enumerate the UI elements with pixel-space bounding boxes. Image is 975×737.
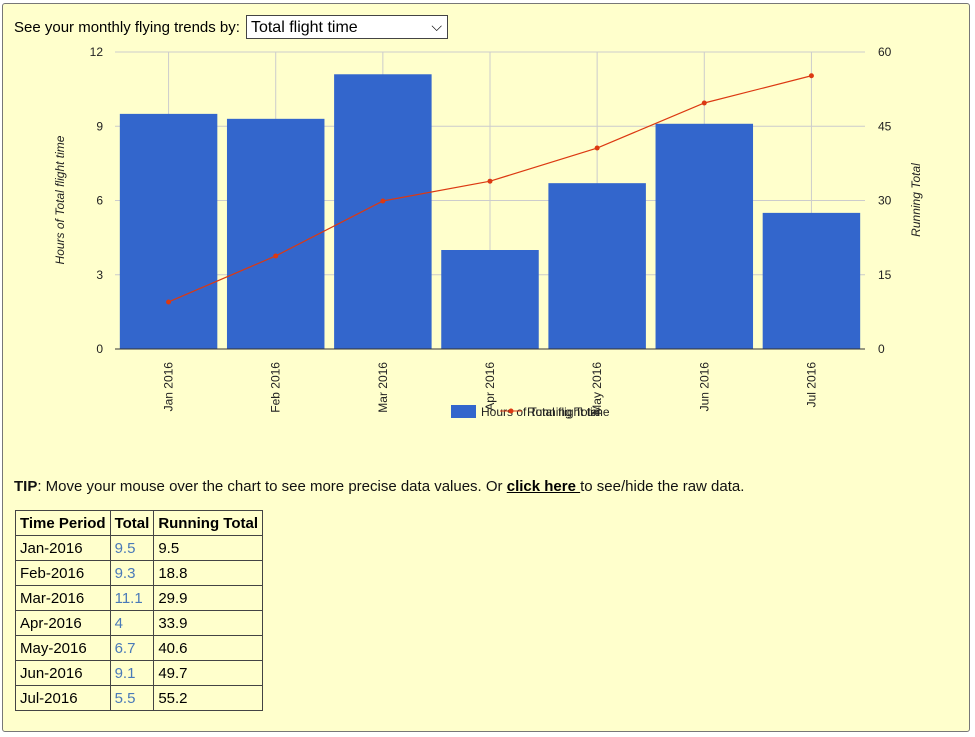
y-tick-label-right: 45 (878, 119, 892, 133)
x-tick-label: Mar 2016 (376, 362, 390, 413)
cell-total: 4 (109, 610, 155, 636)
cell-running-total: 29.9 (153, 585, 264, 611)
raw-data-table: Time Period Total Running Total Jan-2016… (15, 510, 264, 711)
table-header-row: Time Period Total Running Total (15, 510, 264, 536)
tip-prefix: TIP (14, 478, 38, 495)
cell-total: 9.3 (109, 560, 155, 586)
header-time-period: Time Period (15, 510, 111, 536)
x-tick-label: Jul 2016 (804, 362, 818, 408)
running-total-point[interactable] (166, 299, 172, 305)
running-total-point[interactable] (701, 100, 707, 106)
table-row: May-2016 6.7 40.6 (15, 635, 264, 661)
y-tick-label-right: 15 (878, 268, 892, 282)
header-total: Total (109, 510, 155, 536)
y-tick-label-right: 30 (878, 194, 892, 208)
x-tick-label: May 2016 (590, 362, 604, 415)
y-tick-label-left: 9 (96, 119, 103, 133)
running-total-line-group[interactable] (166, 73, 814, 305)
legend-swatch-bars (451, 405, 476, 418)
table-row: Jul-2016 5.5 55.2 (15, 685, 264, 711)
y-tick-label-right: 60 (878, 45, 892, 59)
y-tick-label-left: 0 (96, 342, 103, 356)
x-tick-label: Feb 2016 (269, 362, 283, 413)
metric-select[interactable]: Total flight time (245, 15, 448, 39)
x-tick-label: Jun 2016 (697, 362, 711, 412)
table-row: Jun-2016 9.1 49.7 (15, 660, 264, 686)
cell-total: 9.1 (109, 660, 155, 686)
cell-running-total: 49.7 (153, 660, 264, 686)
cell-total: 6.7 (109, 635, 155, 661)
header-running-total: Running Total (153, 510, 264, 536)
running-total-point[interactable] (594, 145, 600, 151)
y-tick-label-left: 12 (90, 45, 104, 59)
cell-total: 11.1 (109, 585, 155, 611)
bar-jul-2016[interactable] (762, 212, 861, 349)
running-total-point[interactable] (273, 253, 279, 259)
tip-body: : Move your mouse over the chart to see … (37, 478, 507, 495)
axes-group: 0 3 6 9 12 0 15 30 45 60 Jan 2016 Feb 2016 Mar 2016 A… (90, 45, 892, 415)
bars-group[interactable] (119, 74, 861, 350)
bar-mar-2016[interactable] (334, 74, 432, 350)
bar-jan-2016[interactable] (119, 113, 218, 349)
y-tick-label-right: 0 (878, 342, 885, 356)
cell-total: 5.5 (109, 685, 155, 711)
table-row: Jan-2016 9.5 9.5 (15, 535, 264, 561)
cell-running-total: 55.2 (153, 685, 264, 711)
cell-running-total: 18.8 (153, 560, 264, 586)
chart-legend[interactable]: Hours of Total flight time Running Total (451, 405, 610, 419)
x-tick-label: Apr 2016 (483, 362, 497, 411)
toggle-raw-data-link[interactable]: click here (506, 478, 581, 495)
cell-period: Apr-2016 (15, 610, 111, 636)
legend-label-line: Running Total (527, 405, 600, 419)
selector-label: See your monthly flying trends by: (14, 18, 240, 36)
cell-running-total: 33.9 (153, 610, 264, 636)
cell-period: Feb-2016 (15, 560, 111, 586)
y-axis-label-left: Hours of Total flight time (53, 135, 67, 264)
cell-period: Jul-2016 (15, 685, 111, 711)
legend-swatch-point (508, 408, 514, 414)
y-tick-label-left: 6 (96, 194, 103, 208)
tip-suffix: to see/hide the raw data. (580, 478, 745, 495)
running-total-point[interactable] (487, 178, 493, 184)
running-total-point[interactable] (808, 73, 814, 79)
cell-period: May-2016 (15, 635, 111, 661)
cell-total: 9.5 (109, 535, 155, 561)
cell-period: Mar-2016 (15, 585, 111, 611)
cell-running-total: 9.5 (153, 535, 264, 561)
bar-apr-2016[interactable] (441, 250, 539, 349)
bar-feb-2016[interactable] (226, 118, 325, 349)
table-row: Apr-2016 4 33.9 (15, 610, 264, 636)
running-total-point[interactable] (380, 198, 386, 204)
cell-running-total: 40.6 (153, 635, 264, 661)
table-row: Mar-2016 11.1 29.9 (15, 585, 264, 611)
bar-may-2016[interactable] (548, 183, 646, 349)
flight-trends-chart[interactable]: 0 3 6 9 12 0 15 30 45 60 Jan 2016 Feb 2016 Mar 2016 A… (0, 0, 975, 470)
table-row: Feb-2016 9.3 18.8 (15, 560, 264, 586)
y-tick-label-left: 3 (96, 268, 103, 282)
cell-period: Jan-2016 (15, 535, 111, 561)
legend-label-bars: Hours of Total flight time (481, 405, 610, 419)
bar-jun-2016[interactable] (655, 123, 754, 350)
x-tick-label: Jan 2016 (162, 362, 176, 412)
tip-text: TIP: Move your mouse over the chart to s… (14, 478, 744, 495)
cell-period: Jun-2016 (15, 660, 111, 686)
y-axis-label-right: Running Total (909, 163, 923, 237)
